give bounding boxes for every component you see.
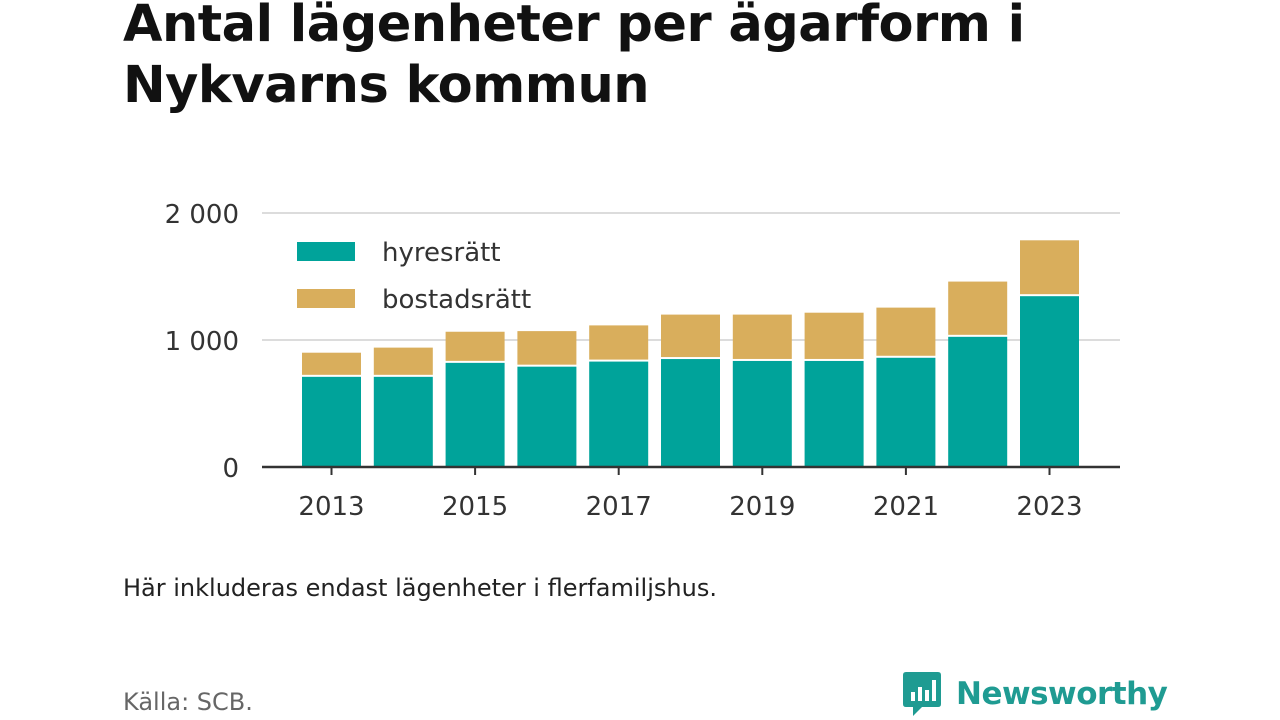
x-tick-label: 2017 (586, 492, 652, 522)
legend-swatch (297, 242, 355, 261)
bar-hyresratt (1020, 296, 1079, 467)
bar-bostadsratt (732, 314, 792, 359)
bar-hyresratt (517, 366, 577, 467)
x-tick-label: 2013 (298, 492, 364, 522)
bar-bostadsratt (804, 312, 864, 359)
bar-hyresratt (732, 360, 792, 467)
bar-bostadsratt (1020, 240, 1079, 295)
chart-title: Antal lägenheter per ägarform i Nykvarns… (123, 0, 1025, 115)
bar-hyresratt (373, 376, 433, 467)
brand-name: Newsworthy (956, 676, 1168, 712)
bars (302, 240, 1079, 467)
newsworthy-logo-icon (903, 672, 941, 716)
bar-hyresratt (445, 362, 505, 467)
bar-bostadsratt (876, 307, 936, 356)
legend-swatch (297, 289, 355, 308)
bar-bostadsratt (373, 347, 433, 375)
x-tick-label: 2019 (729, 492, 795, 522)
legend-label: bostadsrätt (382, 285, 531, 315)
chart-note: Här inkluderas endast lägenheter i flerf… (123, 574, 717, 602)
axes: 0 1 000 2 000 2013 2015 2017 2019 2021 2023 (165, 200, 1120, 522)
legend: hyresrätt bostadsrätt (297, 238, 531, 315)
bar-bostadsratt (445, 331, 505, 361)
bar-bostadsratt (948, 281, 1008, 335)
x-tick-label: 2021 (873, 492, 939, 522)
x-tick-label: 2015 (442, 492, 508, 522)
bar-bostadsratt (302, 352, 361, 375)
bar-hyresratt (876, 357, 936, 467)
bar-hyresratt (661, 359, 720, 467)
x-tick-label: 2023 (1016, 492, 1082, 522)
bar-hyresratt (804, 360, 864, 467)
brand-logo: Newsworthy (902, 670, 1168, 718)
bar-hyresratt (589, 361, 649, 467)
source-note: Källa: SCB. (123, 688, 253, 716)
legend-label: hyresrätt (382, 238, 501, 268)
bar-hyresratt (948, 336, 1008, 467)
y-tick-label: 1 000 (165, 327, 239, 357)
bar-bostadsratt (661, 314, 720, 358)
bar-bostadsratt (517, 331, 577, 365)
bar-bostadsratt (589, 325, 649, 360)
y-tick-label: 2 000 (165, 200, 239, 230)
bar-hyresratt (302, 376, 361, 467)
y-tick-label: 0 (222, 454, 239, 484)
